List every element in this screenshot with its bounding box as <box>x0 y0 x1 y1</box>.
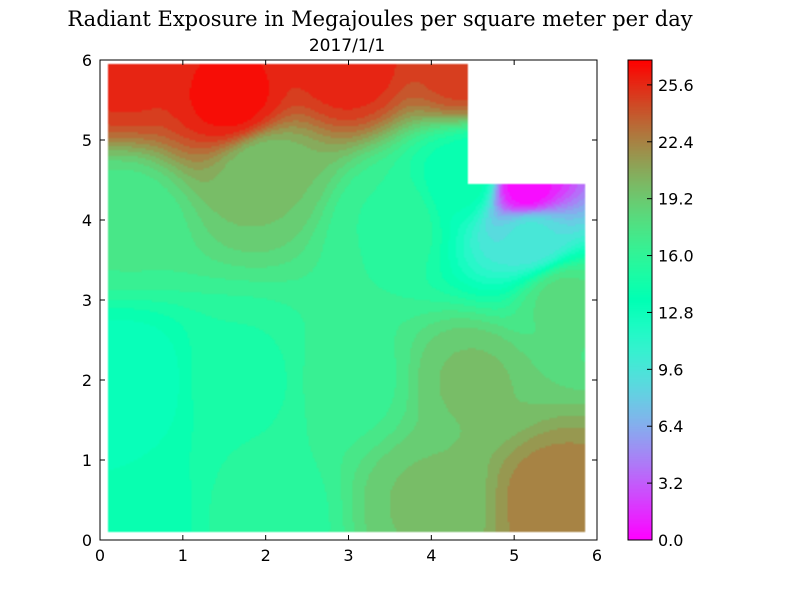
y-tick-label: 4 <box>82 211 92 230</box>
heatmap-field <box>100 60 597 540</box>
x-tick-label: 0 <box>95 546 105 565</box>
x-tick-label: 3 <box>343 546 353 565</box>
x-tick-label: 5 <box>509 546 519 565</box>
colorbar-tick-label: 19.2 <box>658 190 694 209</box>
y-tick-label: 5 <box>82 131 92 150</box>
y-tick-label: 0 <box>82 531 92 550</box>
chart-subtitle: 2017/1/1 <box>309 36 385 56</box>
colorbar-tick-label: 9.6 <box>658 360 683 379</box>
x-tick-label: 4 <box>426 546 436 565</box>
colorbar: 0.0 3.2 6.4 9.6 12.8 16.0 19.2 22.4 25.6 <box>627 59 694 550</box>
y-tick-label: 3 <box>82 291 92 310</box>
plot-area: 0 1 2 3 4 5 6 0 1 2 3 4 5 6 <box>82 51 602 565</box>
y-tick-label: 1 <box>82 451 92 470</box>
y-tick-label: 2 <box>82 371 92 390</box>
y-tick-label: 6 <box>82 51 92 70</box>
chart-title: Radiant Exposure in Megajoules per squar… <box>67 7 692 31</box>
colorbar-tick-label: 12.8 <box>658 303 694 322</box>
colorbar-tick-label: 0.0 <box>658 531 683 550</box>
x-axis: 0 1 2 3 4 5 6 <box>95 60 602 565</box>
y-axis: 0 1 2 3 4 5 6 <box>82 51 597 550</box>
colorbar-tick-label: 6.4 <box>658 417 683 436</box>
colorbar-ticks: 0.0 3.2 6.4 9.6 12.8 16.0 19.2 22.4 25.6 <box>647 76 694 550</box>
colorbar-tick-label: 3.2 <box>658 474 683 493</box>
colorbar-tick-label: 16.0 <box>658 247 694 266</box>
colorbar-tick-label: 25.6 <box>658 76 694 95</box>
colorbar-gradient <box>628 60 652 540</box>
x-tick-label: 1 <box>178 546 188 565</box>
colorbar-tick-label: 22.4 <box>658 133 694 152</box>
colorbar-frame <box>627 59 653 541</box>
x-tick-label: 2 <box>261 546 271 565</box>
x-tick-label: 6 <box>592 546 602 565</box>
